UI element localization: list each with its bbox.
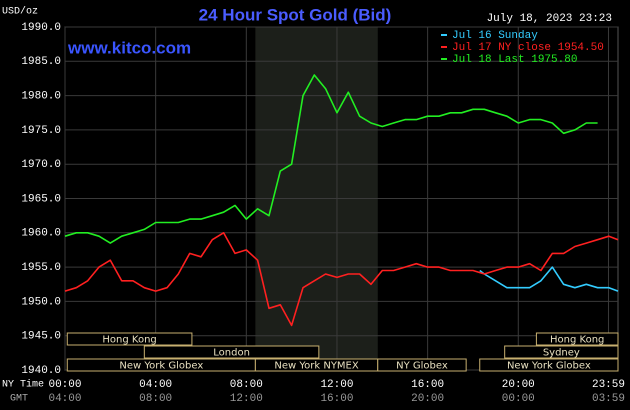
series-line [64, 74, 598, 244]
session-label: Hong Kong [102, 335, 156, 346]
x2-tick-label: 00:00 [502, 393, 535, 405]
x2-tick-label: 08:00 [139, 393, 172, 405]
series-line [64, 232, 619, 327]
session-label: NY Globex [396, 361, 448, 372]
x-tick-label: 08:00 [230, 379, 263, 391]
y-tick-label: 1955.0 [21, 262, 61, 274]
session-box [479, 358, 619, 372]
x-tick-label: 00:00 [48, 379, 81, 391]
site-label: www.kitco.com [67, 38, 191, 57]
x2-tick-label: 20:00 [411, 393, 444, 405]
session-box [504, 345, 619, 359]
timestamp: July 18, 2023 23:23 [487, 13, 612, 25]
session-label: New York NYMEX [274, 361, 359, 372]
session-box [143, 345, 320, 359]
y-tick-label: 1940.0 [21, 365, 61, 377]
session-label: New York Globex [119, 361, 203, 372]
session-box [377, 358, 467, 372]
y-tick-label: 1945.0 [21, 331, 61, 343]
series-line [479, 266, 619, 292]
x-tick-label: 20:00 [502, 379, 535, 391]
x-tick-label: 04:00 [139, 379, 172, 391]
y-tick-label: 1985.0 [21, 56, 61, 68]
x-tick-label: 23:59 [592, 379, 625, 391]
x-tick-label: 16:00 [411, 379, 444, 391]
session-box [535, 332, 619, 346]
x2-tick-label: 03:59 [592, 393, 625, 405]
x2-tick-label: 16:00 [320, 393, 353, 405]
legend-label: Jul 16 Sunday [452, 30, 538, 42]
y-tick-label: 1965.0 [21, 193, 61, 205]
x2-tick-label: 04:00 [48, 393, 81, 405]
y-tick-label: 1975.0 [21, 125, 61, 137]
y-tick-label: 1990.0 [21, 22, 61, 34]
y-unit: USD/oz [2, 6, 38, 18]
chart-title: 24 Hour Spot Gold (Bid) [199, 5, 392, 24]
y-tick-label: 1970.0 [21, 159, 61, 171]
x2-row-label: GMT [10, 394, 28, 405]
session-label: Sydney [543, 348, 580, 359]
x2-tick-label: 12:00 [230, 393, 263, 405]
y-tick-label: 1980.0 [21, 91, 61, 103]
session-label: New York Globex [507, 361, 591, 372]
legend-label: Jul 17 NY close 1954.50 [452, 42, 604, 54]
y-tick-label: 1950.0 [21, 296, 61, 308]
legend-label: Jul 18 Last 1975.80 [452, 54, 577, 66]
session-label: Hong Kong [550, 335, 604, 346]
session-box [66, 332, 193, 346]
x-row-label: NY Time [2, 379, 44, 391]
session-label: London [213, 348, 250, 359]
x-tick-label: 12:00 [320, 379, 353, 391]
y-tick-label: 1960.0 [21, 228, 61, 240]
